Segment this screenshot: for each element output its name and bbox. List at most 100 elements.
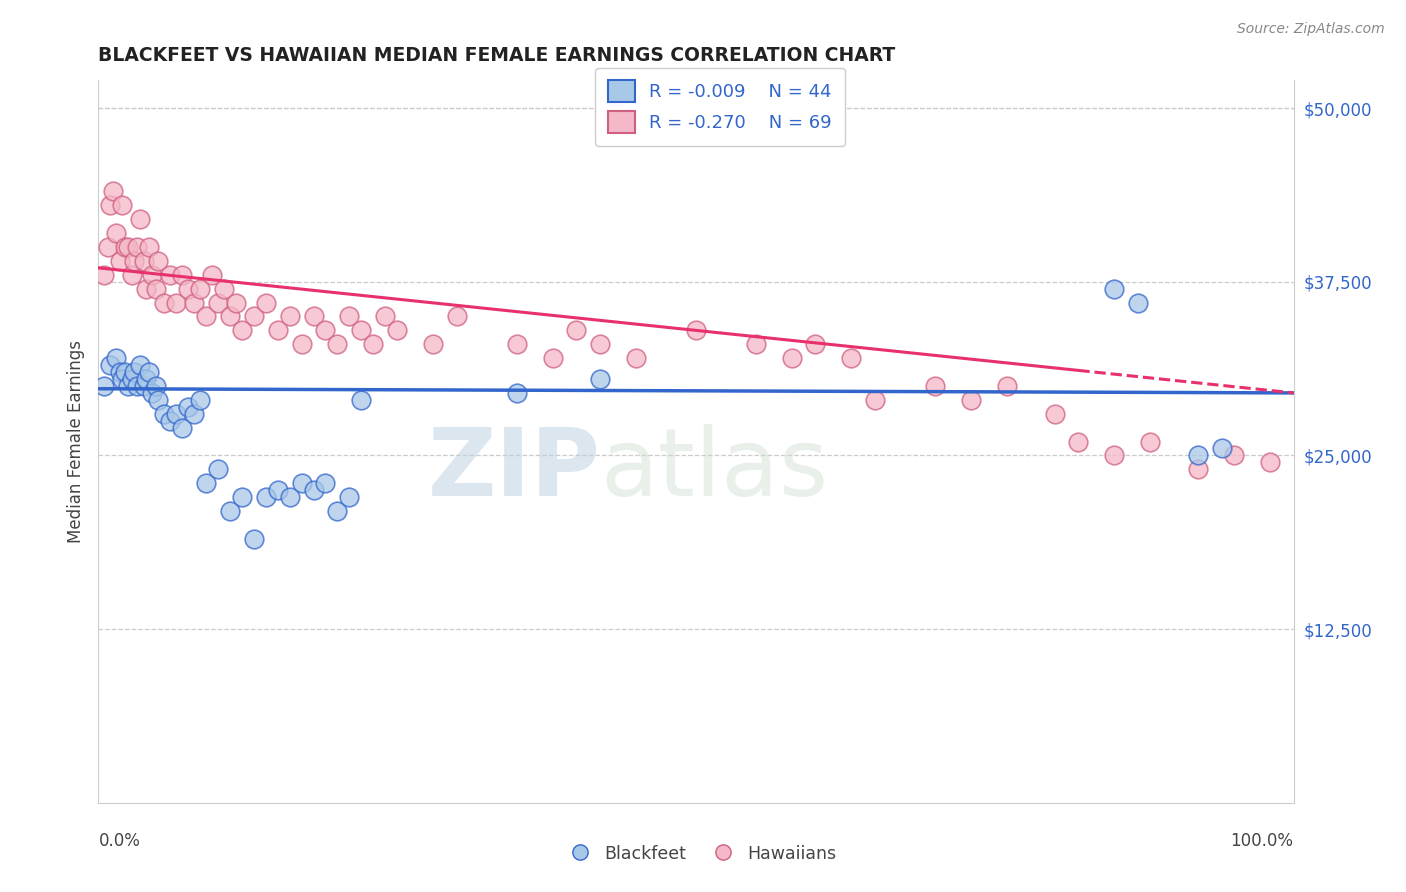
Point	[135, 372, 157, 386]
Point	[1258, 455, 1281, 469]
Point	[924, 379, 946, 393]
Point	[1043, 407, 1066, 421]
Point	[153, 295, 176, 310]
Point	[124, 253, 146, 268]
Point	[148, 253, 170, 268]
Point	[93, 379, 115, 393]
Text: atlas: atlas	[600, 425, 828, 516]
Point	[780, 351, 803, 366]
Point	[114, 240, 136, 254]
Point	[565, 323, 588, 337]
Point	[278, 310, 301, 324]
Point	[165, 295, 187, 310]
Point	[207, 462, 229, 476]
Point	[995, 379, 1018, 393]
Point	[267, 483, 290, 498]
Point	[446, 310, 468, 324]
Point	[1104, 449, 1126, 463]
Point	[177, 400, 200, 414]
Point	[105, 226, 128, 240]
Point	[291, 337, 314, 351]
Point	[350, 323, 373, 337]
Point	[1067, 434, 1090, 449]
Point	[231, 323, 253, 337]
Text: 100.0%: 100.0%	[1230, 832, 1294, 850]
Point	[108, 365, 131, 379]
Point	[315, 323, 337, 337]
Point	[1104, 282, 1126, 296]
Point	[363, 337, 385, 351]
Point	[98, 198, 122, 212]
Point	[188, 282, 211, 296]
Point	[159, 268, 181, 282]
Point	[1139, 434, 1161, 449]
Point	[129, 212, 152, 227]
Point	[124, 365, 146, 379]
Point	[291, 476, 314, 491]
Point	[1187, 462, 1209, 476]
Point	[626, 351, 648, 366]
Point	[108, 253, 131, 268]
Y-axis label: Median Female Earnings: Median Female Earnings	[66, 340, 84, 543]
Point	[589, 372, 612, 386]
Point	[219, 310, 242, 324]
Point	[1187, 449, 1209, 463]
Point	[172, 420, 194, 434]
Text: ZIP: ZIP	[427, 425, 600, 516]
Point	[278, 490, 301, 504]
Point	[506, 385, 529, 400]
Legend: Blackfeet, Hawaiians: Blackfeet, Hawaiians	[562, 838, 844, 870]
Point	[243, 532, 266, 546]
Point	[135, 282, 157, 296]
Point	[195, 476, 218, 491]
Point	[121, 372, 143, 386]
Point	[117, 379, 139, 393]
Point	[1211, 442, 1233, 456]
Point	[132, 379, 155, 393]
Point	[841, 351, 863, 366]
Point	[101, 185, 124, 199]
Point	[148, 392, 170, 407]
Point	[141, 385, 163, 400]
Point	[254, 490, 277, 504]
Point	[326, 337, 349, 351]
Point	[267, 323, 290, 337]
Point	[141, 268, 163, 282]
Point	[243, 310, 266, 324]
Text: BLACKFEET VS HAWAIIAN MEDIAN FEMALE EARNINGS CORRELATION CHART: BLACKFEET VS HAWAIIAN MEDIAN FEMALE EARN…	[98, 45, 896, 65]
Point	[374, 310, 396, 324]
Point	[326, 504, 349, 518]
Text: 0.0%: 0.0%	[98, 832, 141, 850]
Point	[315, 476, 337, 491]
Point	[207, 295, 229, 310]
Point	[111, 372, 134, 386]
Point	[138, 240, 160, 254]
Point	[125, 240, 148, 254]
Point	[865, 392, 887, 407]
Point	[97, 240, 120, 254]
Legend: R = -0.009    N = 44, R = -0.270    N = 69: R = -0.009 N = 44, R = -0.270 N = 69	[595, 68, 845, 146]
Point	[1223, 449, 1246, 463]
Point	[111, 198, 134, 212]
Point	[153, 407, 176, 421]
Point	[385, 323, 409, 337]
Point	[195, 310, 218, 324]
Point	[159, 414, 181, 428]
Point	[231, 490, 253, 504]
Point	[132, 253, 155, 268]
Point	[302, 310, 325, 324]
Point	[125, 379, 148, 393]
Point	[302, 483, 325, 498]
Point	[172, 268, 194, 282]
Point	[339, 310, 361, 324]
Point	[219, 504, 242, 518]
Point	[350, 392, 373, 407]
Point	[183, 407, 205, 421]
Point	[745, 337, 768, 351]
Point	[225, 295, 247, 310]
Point	[188, 392, 211, 407]
Point	[589, 337, 612, 351]
Point	[93, 268, 115, 282]
Point	[960, 392, 983, 407]
Point	[254, 295, 277, 310]
